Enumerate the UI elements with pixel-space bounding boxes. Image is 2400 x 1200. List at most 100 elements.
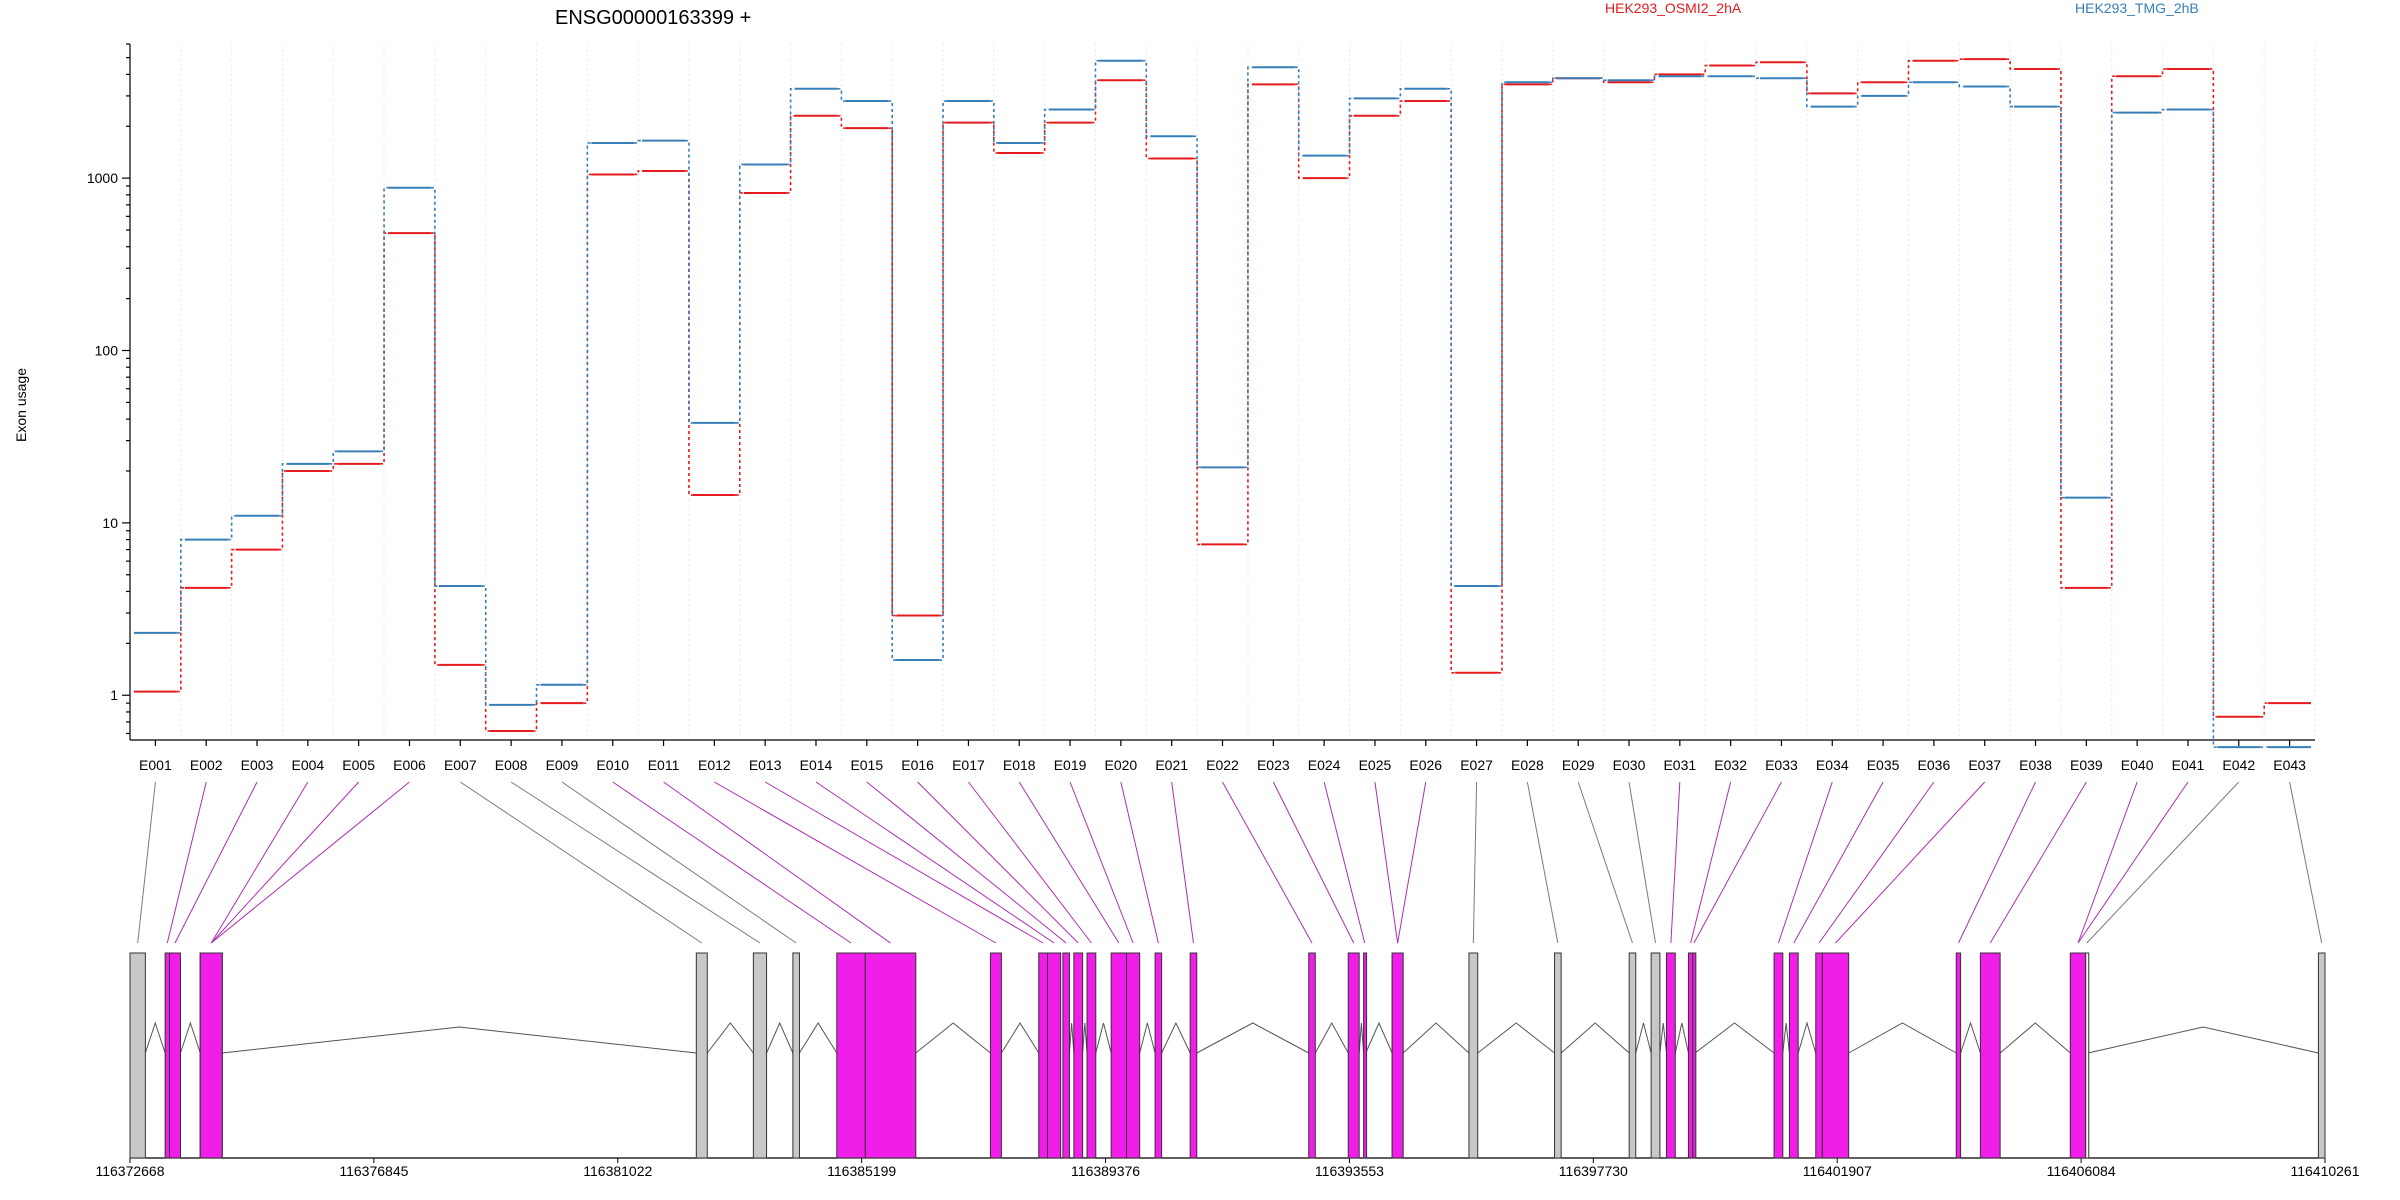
exon-connector: [1693, 781, 1782, 944]
exon-box: [1773, 952, 1784, 1159]
exon-connector: [1018, 781, 1120, 944]
exon-box: [695, 952, 708, 1159]
series-2-connector: [1955, 81, 1964, 88]
exon-box: [2069, 952, 2087, 1159]
x-tick-label: E016: [901, 757, 934, 773]
coordinate-label: 116372668: [95, 1163, 164, 1179]
series-2-connector: [1548, 77, 1557, 84]
series-2-connector: [1802, 77, 1811, 108]
exon-connector: [1069, 781, 1134, 944]
exon-connector: [815, 781, 1055, 944]
exon-box: [1047, 952, 1062, 1159]
x-tick-label: E042: [2222, 757, 2255, 773]
exon-box: [1650, 952, 1661, 1159]
intron: [1196, 1022, 1309, 1054]
series-2-connector: [481, 585, 490, 706]
series-2-connector: [227, 514, 236, 541]
series-1-connector: [837, 114, 846, 129]
exon-connector: [917, 781, 1079, 944]
x-tick-label: E003: [241, 757, 274, 773]
x-tick-label: E014: [800, 757, 833, 773]
intron: [180, 1021, 201, 1054]
exon-connector: [510, 781, 761, 944]
exon-connector: [1171, 781, 1194, 944]
coordinate-label: 116410261: [2290, 1163, 2359, 1179]
series-2-connector: [329, 450, 338, 465]
coordinate-label: 116393553: [1315, 1163, 1384, 1179]
series-1-connector: [2056, 68, 2065, 589]
series-1-line: [134, 58, 2311, 733]
x-tick-label: E039: [2070, 757, 2103, 773]
exon-connector: [1374, 781, 1399, 944]
exon-box: [1308, 952, 1316, 1159]
x-tick-label: E001: [139, 757, 172, 773]
series-1-connector: [888, 127, 897, 617]
series-2-line: [134, 59, 2311, 749]
exon-box: [1788, 952, 1799, 1159]
exon-connector: [1222, 781, 1313, 944]
exon-box: [1554, 952, 1562, 1159]
x-tick-label: E031: [1663, 757, 1696, 773]
intron: [144, 1021, 166, 1054]
exon-connector: [714, 781, 997, 944]
legend-label-series-1: HEK293_OSMI2_2hA: [1605, 0, 1742, 16]
intron: [799, 1022, 838, 1054]
series-1-connector: [1955, 58, 1964, 62]
intron: [1659, 1022, 1667, 1054]
exon-box: [792, 952, 800, 1159]
exon-box: [169, 952, 181, 1159]
x-tick-label: E013: [749, 757, 782, 773]
intron: [1358, 1022, 1365, 1054]
exon-connector: [968, 781, 1092, 944]
series-2-connector: [1599, 77, 1608, 81]
x-tick-label: E035: [1867, 757, 1900, 773]
intron: [1674, 1022, 1689, 1054]
x-tick-label: E020: [1105, 757, 1138, 773]
coordinate-label: 116401907: [1803, 1163, 1872, 1179]
series-2-connector: [1650, 75, 1659, 81]
intron: [1797, 1021, 1817, 1054]
series-2-connector: [888, 100, 897, 661]
series-1-connector: [1853, 81, 1862, 95]
exon-box: [1391, 952, 1404, 1159]
exon-box: [1363, 952, 1368, 1159]
exon-connector: [1957, 781, 2036, 944]
exon-connector: [2077, 781, 2189, 944]
coordinate-label: 116406084: [2047, 1163, 2116, 1179]
coordinate-label: 116376845: [339, 1163, 408, 1179]
series-2-connector: [532, 683, 541, 706]
exon-connector: [2289, 781, 2323, 944]
series-lines: [134, 58, 2311, 749]
series-1-connector: [1497, 83, 1506, 674]
intron: [706, 1022, 754, 1054]
exon-box: [1126, 952, 1141, 1159]
series-2-connector: [1752, 75, 1761, 79]
exon-box: [1189, 952, 1198, 1159]
exon-box: [864, 952, 917, 1159]
series-2-connector: [1345, 97, 1354, 157]
y-tick-label: 1: [110, 687, 118, 703]
series-1-connector: [2260, 702, 2269, 718]
series-2-connector: [786, 87, 795, 166]
series-1-connector: [989, 121, 998, 154]
x-tick-label: E034: [1816, 757, 1849, 773]
exon-box: [752, 952, 768, 1159]
x-tick-label: E036: [1918, 757, 1951, 773]
exon-box: [1666, 952, 1676, 1159]
exon-box: [1815, 952, 1823, 1159]
exon-connector: [1793, 781, 1884, 944]
exon-box: [1955, 952, 1962, 1159]
exon-box: [2085, 952, 2090, 1159]
chart-title: ENSG00000163399 +: [555, 7, 751, 29]
series-1-connector: [2006, 58, 2015, 70]
coordinate-label: 116397730: [1559, 1163, 1628, 1179]
exon-connector: [1323, 781, 1366, 944]
series-1-connector: [329, 463, 338, 472]
exon-connector: [2077, 781, 2138, 944]
exon-connector: [1670, 781, 1681, 944]
exon-box: [1154, 952, 1163, 1159]
x-tick-label: E024: [1308, 757, 1341, 773]
exon-connector: [1989, 781, 2087, 944]
x-tick-label: E033: [1765, 757, 1798, 773]
